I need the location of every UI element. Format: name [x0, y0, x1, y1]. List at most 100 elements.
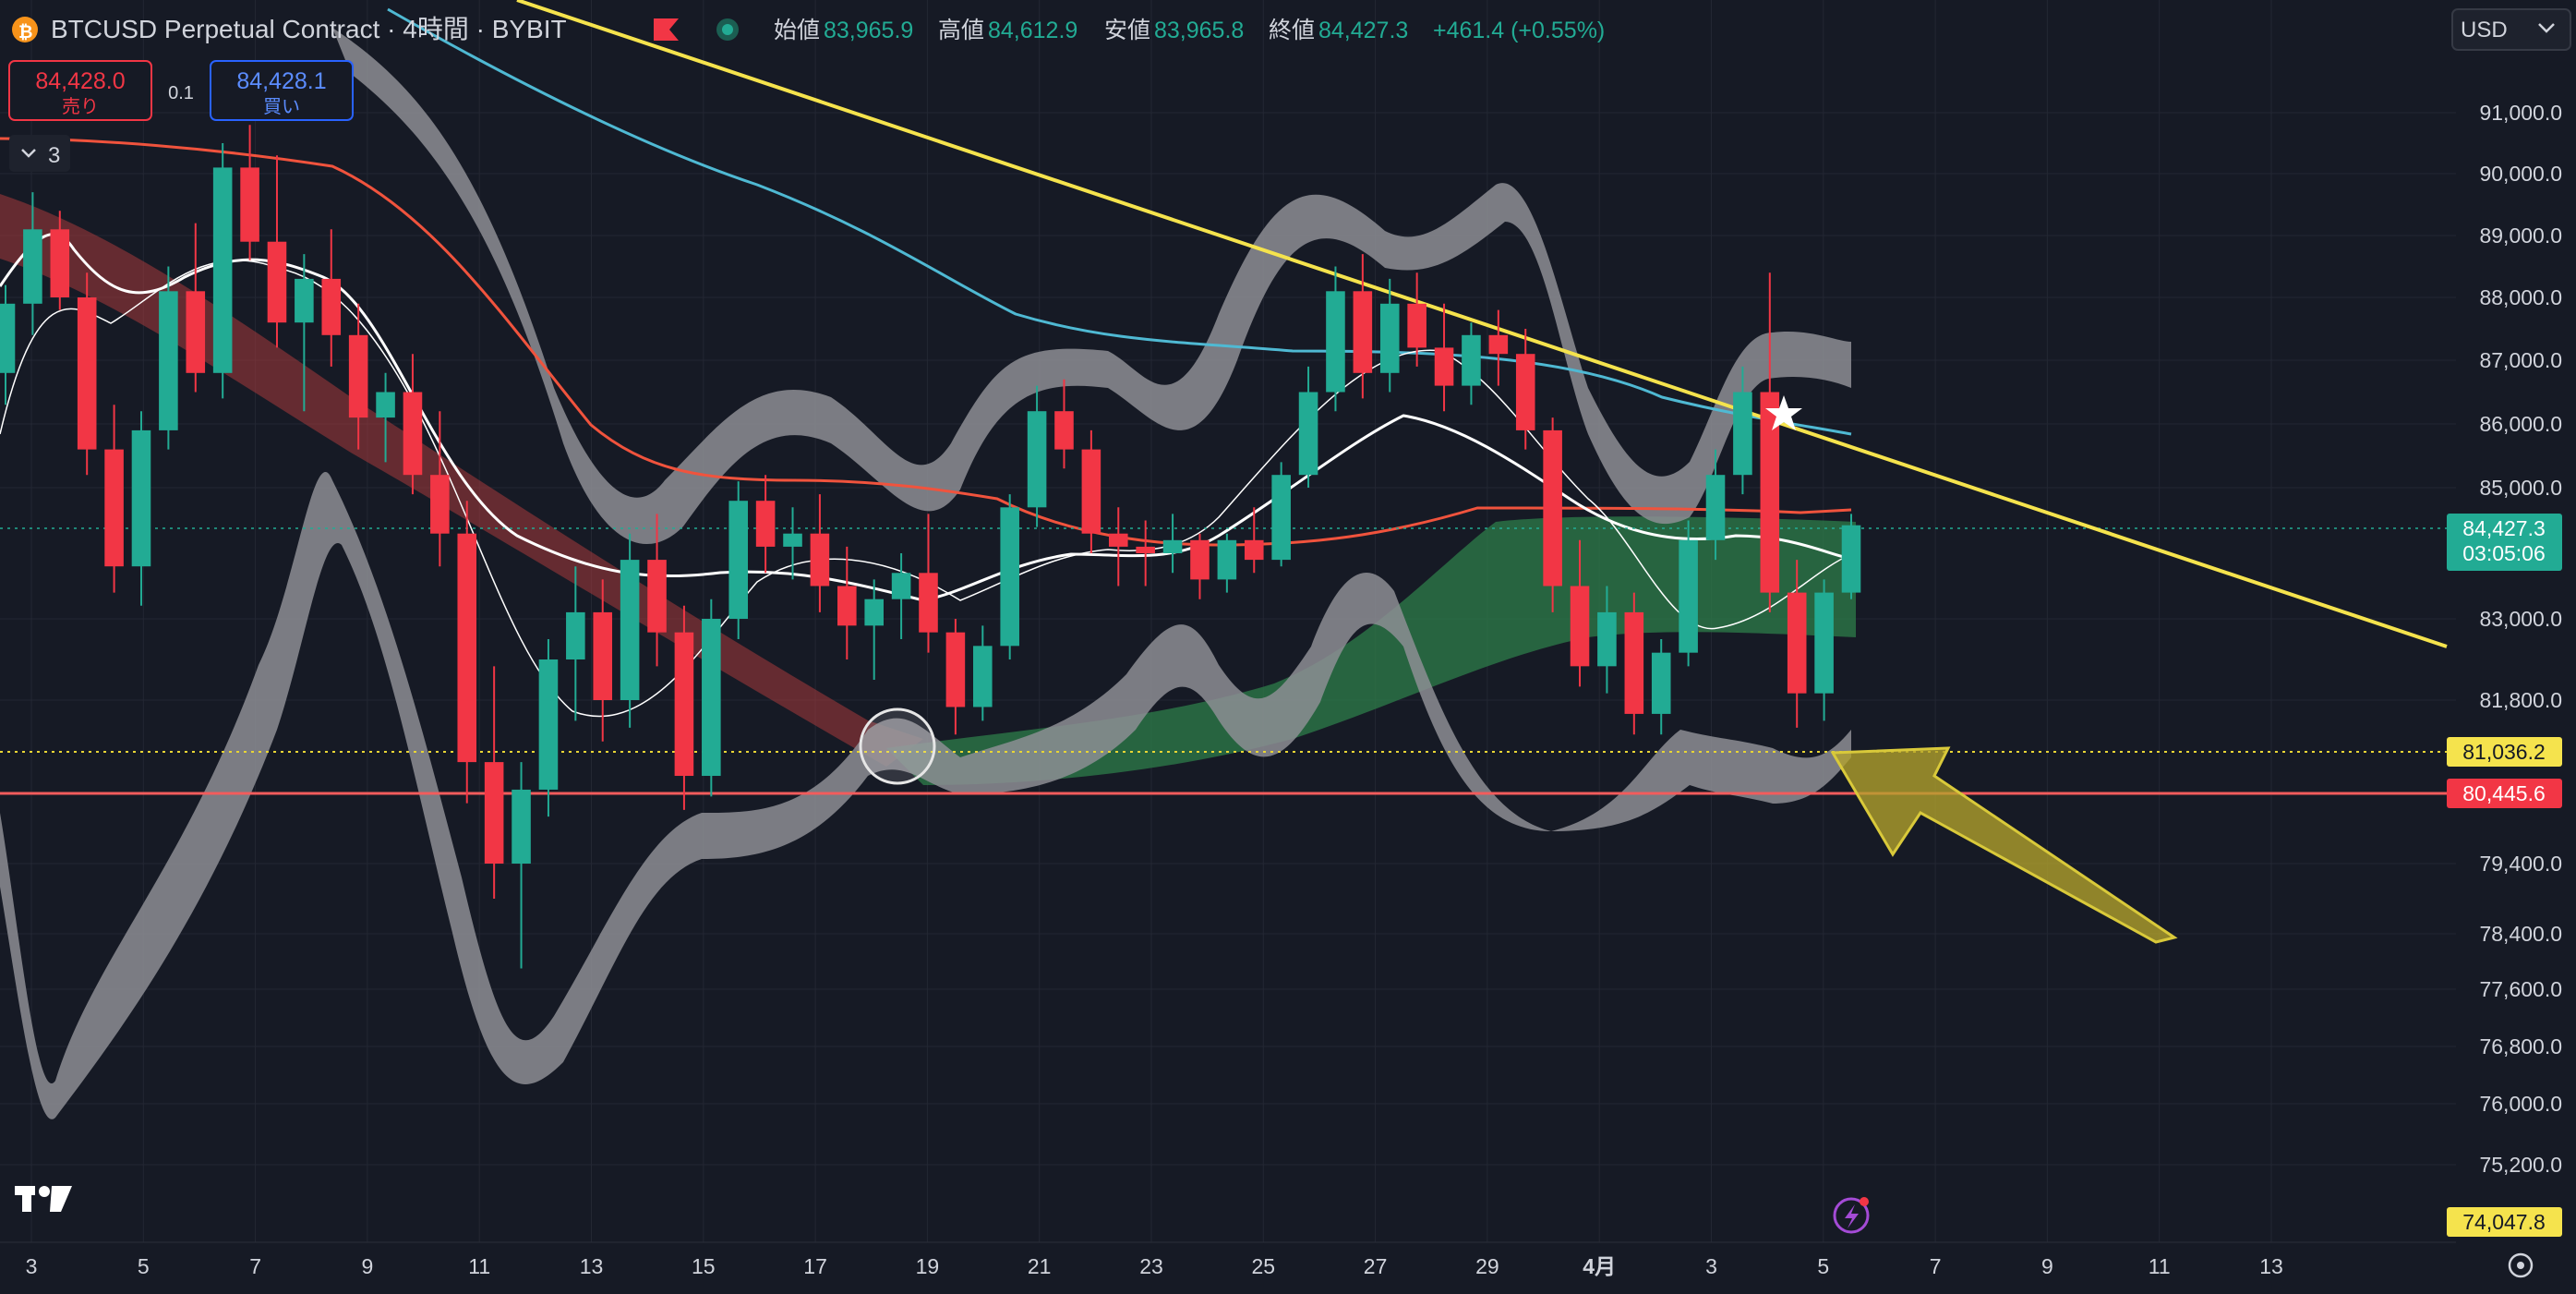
- price-axis[interactable]: [2456, 0, 2576, 1289]
- bottom-price: 74,047.8: [2462, 1210, 2546, 1234]
- candle-body: [973, 646, 993, 707]
- support-price-tag: 81,036.2: [2447, 737, 2562, 767]
- candle-body: [295, 278, 314, 323]
- price-tick-label: 78,400.0: [2479, 922, 2562, 946]
- lightning-icon[interactable]: [1833, 1197, 1870, 1234]
- candle-body: [131, 429, 151, 567]
- buy-price: 84,428.1: [236, 68, 326, 94]
- indicators-toggle[interactable]: 3: [9, 135, 70, 172]
- buy-button[interactable]: 84,428.1 買い: [210, 60, 354, 121]
- date-tick-label: 7: [249, 1254, 261, 1278]
- candle-body: [240, 167, 259, 242]
- chart-header: ₿ BTCUSD Perpetual Contract · 4時間 · BYBI…: [12, 15, 1605, 43]
- candle-body: [1081, 449, 1101, 534]
- settings-icon[interactable]: [2508, 1252, 2534, 1278]
- symbol-title: BTCUSD Perpetual Contract · 4時間 · BYBIT: [51, 15, 567, 43]
- candle-body: [212, 167, 233, 373]
- candle-body: [1353, 291, 1373, 373]
- candle-body: [538, 659, 559, 790]
- candle-body: [1814, 592, 1834, 694]
- candle-body: [1570, 586, 1590, 667]
- candle-body: [702, 619, 721, 777]
- candle-body: [1624, 611, 1644, 714]
- candle-body: [1787, 592, 1807, 694]
- candles: [0, 125, 1861, 969]
- candle-body: [919, 573, 938, 633]
- date-tick-label: 13: [2259, 1254, 2283, 1278]
- candle-body: [321, 278, 342, 335]
- candle-body: [1190, 539, 1210, 580]
- candle-body: [1298, 392, 1318, 476]
- sell-label: 売り: [62, 96, 99, 117]
- date-tick-label: 11: [2149, 1254, 2171, 1278]
- candle-body: [484, 762, 504, 864]
- candle-body: [837, 586, 857, 626]
- candle-body: [77, 297, 97, 450]
- price-tick-label: 88,000.0: [2479, 285, 2562, 309]
- candle-body: [104, 449, 124, 567]
- date-tick-label: 21: [1028, 1254, 1052, 1278]
- sell-button[interactable]: 84,428.0 売り: [8, 60, 152, 121]
- candle-body: [1054, 411, 1074, 450]
- date-tick-label: 25: [1252, 1254, 1276, 1278]
- price-tick-label: 76,000.0: [2479, 1092, 2562, 1116]
- candle-body: [1597, 611, 1617, 667]
- candle-body: [403, 392, 423, 476]
- date-tick-label: 13: [580, 1254, 604, 1278]
- close-value: 84,427.3: [1318, 18, 1408, 43]
- bitcoin-icon: [12, 17, 38, 42]
- red-level-price: 80,445.6: [2462, 781, 2546, 805]
- support-price: 81,036.2: [2462, 740, 2546, 764]
- open-label: 始値: [774, 18, 820, 43]
- svg-text:₿: ₿: [18, 23, 32, 42]
- date-tick-label: 15: [692, 1254, 716, 1278]
- low-value: 83,965.8: [1154, 18, 1244, 43]
- indicators-count: 3: [48, 143, 60, 168]
- candle-body: [348, 334, 368, 418]
- flag-icon[interactable]: [654, 18, 679, 41]
- date-tick-label: 4月: [1583, 1254, 1616, 1278]
- candle-body: [1407, 303, 1426, 348]
- candle-body: [1488, 334, 1509, 355]
- date-tick-label: 9: [2041, 1254, 2053, 1278]
- date-tick-label: 3: [26, 1254, 38, 1278]
- downtrend-line: [516, 0, 2448, 648]
- candle-body: [1027, 411, 1047, 508]
- price-tick-label: 76,800.0: [2479, 1034, 2562, 1058]
- candle-body: [430, 475, 450, 534]
- currency-label: USD: [2461, 18, 2508, 42]
- candle-body: [1244, 539, 1264, 561]
- price-tick-label: 81,800.0: [2479, 688, 2562, 712]
- price-tick-label: 75,200.0: [2479, 1153, 2562, 1177]
- high-value: 84,612.9: [988, 18, 1077, 43]
- candle-body: [647, 560, 667, 633]
- currency-selector[interactable]: USD: [2451, 8, 2571, 51]
- current-price-tag: 84,427.3 03:05:06: [2447, 514, 2562, 571]
- candle-body: [1651, 652, 1671, 714]
- price-tick-label: 90,000.0: [2479, 162, 2562, 186]
- candle-body: [864, 599, 884, 626]
- candle-body: [593, 611, 613, 700]
- current-price: 84,427.3: [2462, 516, 2546, 540]
- candle-body: [376, 392, 395, 418]
- candle-body: [620, 560, 640, 700]
- candle-body: [1000, 507, 1019, 647]
- candle-body: [728, 501, 749, 619]
- candle-body: [1515, 354, 1535, 430]
- date-tick-label: 11: [468, 1254, 490, 1278]
- candle-body: [159, 291, 178, 430]
- candle-body: [1162, 539, 1183, 553]
- candle-body: [1271, 475, 1291, 561]
- candle-body: [1217, 539, 1237, 580]
- date-tick-label: 5: [1817, 1254, 1829, 1278]
- change-value: +461.4 (+0.55%): [1433, 18, 1605, 43]
- candle-body: [810, 533, 830, 587]
- tradingview-logo: [15, 1186, 72, 1212]
- time-axis-labels: 3 5 7 9 11 13 15 17 19 21 23 25 27 29 4月 3 5 7 9 11 13: [26, 1254, 2283, 1278]
- candle-body: [1705, 475, 1726, 540]
- candle-body: [267, 241, 287, 323]
- candle-body: [1434, 347, 1454, 386]
- lower-band: [0, 471, 1851, 1119]
